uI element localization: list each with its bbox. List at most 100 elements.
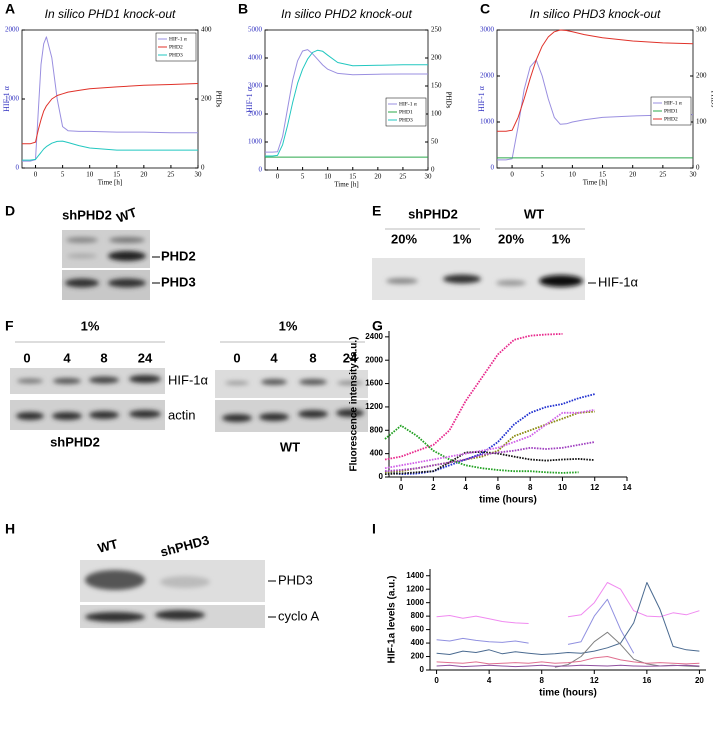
data-line xyxy=(384,441,595,473)
data-line xyxy=(384,333,563,461)
lane-label: 4 xyxy=(63,350,71,365)
group-label: shPHD2 xyxy=(408,206,458,221)
x-tick-label: 0 xyxy=(276,173,280,181)
y-tick-label: 0 xyxy=(379,472,384,481)
y-tick-label: 800 xyxy=(370,425,384,434)
data-line xyxy=(436,656,700,665)
y-axis-label: HIF-1 α xyxy=(245,86,254,113)
y-tick-label: 1000 xyxy=(406,598,424,607)
blot xyxy=(10,368,165,430)
y-tick-label: 1200 xyxy=(406,584,424,593)
lane-label: 20% xyxy=(498,231,524,246)
data-line xyxy=(384,424,579,474)
y2-tick-label: 250 xyxy=(431,26,442,34)
y2-tick-label: 300 xyxy=(696,26,707,34)
x-tick-label: 15 xyxy=(599,171,607,179)
lane-label: 1% xyxy=(552,231,571,246)
y2-tick-label: 150 xyxy=(431,82,442,90)
y2-tick-label: 0 xyxy=(201,164,205,172)
panel-letter: G xyxy=(372,318,383,334)
blot xyxy=(215,370,368,432)
x-tick-label: 25 xyxy=(399,173,407,181)
y-tick-label: 1000 xyxy=(480,118,495,126)
panel-letter: I xyxy=(372,521,376,537)
x-tick-label: 8 xyxy=(539,676,544,685)
lane-label: shPHD2 xyxy=(62,207,112,222)
x-tick-label: 12 xyxy=(590,483,599,492)
x-tick-label: 14 xyxy=(623,483,632,492)
legend-label: PHD2 xyxy=(664,116,678,122)
x-tick-label: 10 xyxy=(324,173,332,181)
x-tick-label: 12 xyxy=(590,676,599,685)
y-tick-label: 2000 xyxy=(5,26,20,34)
x-tick-label: 5 xyxy=(540,171,544,179)
y-tick-label: 1600 xyxy=(365,379,383,388)
data-line xyxy=(497,59,694,161)
legend-label: HIF-1 α xyxy=(664,100,682,106)
y2-axis-label: PHDs xyxy=(444,92,452,109)
x-axis-label: Time [h] xyxy=(98,179,122,187)
data-line xyxy=(22,83,199,145)
y2-tick-label: 100 xyxy=(696,118,707,126)
y-tick-label: 3000 xyxy=(480,26,495,34)
y-tick-label: 2400 xyxy=(365,332,383,341)
lane-label: 24 xyxy=(138,350,153,365)
legend-label: PHD1 xyxy=(664,108,678,114)
legend-label: HIF-1 α xyxy=(399,101,417,107)
y2-axis-label: PHDs xyxy=(709,91,713,108)
y-tick-label: 200 xyxy=(411,652,425,661)
x-tick-label: 20 xyxy=(140,171,148,179)
data-line xyxy=(22,140,198,161)
x-tick-label: 30 xyxy=(690,171,698,179)
lane-label: 1% xyxy=(453,231,472,246)
cell-line: shPHD2 xyxy=(50,434,100,449)
x-tick-label: 4 xyxy=(463,483,468,492)
y-axis-label: HIF-1a levels (a.u.) xyxy=(387,576,398,664)
y-tick-label: 1400 xyxy=(406,571,424,580)
y-tick-label: 800 xyxy=(411,611,425,620)
data-line xyxy=(265,49,428,157)
chart-title: In silico PHD2 knock-out xyxy=(281,7,412,21)
x-tick-label: 5 xyxy=(301,173,305,181)
data-line xyxy=(436,598,635,654)
x-tick-label: 10 xyxy=(86,171,94,179)
y-tick-label: 3000 xyxy=(248,82,263,90)
x-tick-label: 0 xyxy=(34,171,38,179)
x-axis-label: time (hours) xyxy=(479,495,537,506)
cell-line: WT xyxy=(280,439,300,454)
y-tick-label: 2000 xyxy=(365,355,383,364)
x-tick-label: 15 xyxy=(349,173,357,181)
y-axis-label: Fluorescence intensity (a.u.) xyxy=(349,336,360,471)
lane-label: 8 xyxy=(100,350,107,365)
x-tick-label: 0 xyxy=(510,171,514,179)
legend-label: PHD3 xyxy=(169,52,183,58)
x-tick-label: 0 xyxy=(399,483,404,492)
data-line xyxy=(436,582,700,655)
group-label: WT xyxy=(524,206,544,221)
x-tick-label: 30 xyxy=(195,171,203,179)
blot xyxy=(80,560,265,628)
x-tick-label: 0 xyxy=(434,676,439,685)
x-axis-label: Time [h] xyxy=(334,181,358,189)
band-label: HIF-1α xyxy=(168,372,209,387)
y2-tick-label: 400 xyxy=(201,26,212,34)
x-tick-label: 20 xyxy=(374,173,382,181)
y-tick-label: 2000 xyxy=(480,72,495,80)
plot-frame xyxy=(264,29,429,171)
x-tick-label: 10 xyxy=(569,171,577,179)
legend-label: PHD2 xyxy=(169,44,183,50)
data-line xyxy=(384,393,595,475)
band-label: PHD3 xyxy=(278,572,313,587)
condition-label: 1% xyxy=(279,318,298,333)
band-label: cyclo A xyxy=(278,608,320,623)
y2-tick-label: 100 xyxy=(431,110,442,118)
y-tick-label: 1000 xyxy=(248,138,263,146)
y2-tick-label: 0 xyxy=(696,164,700,172)
y2-tick-label: 200 xyxy=(696,72,707,80)
x-tick-label: 8 xyxy=(528,483,533,492)
x-tick-label: 5 xyxy=(61,171,65,179)
y2-tick-label: 200 xyxy=(431,54,442,62)
lane-label: 8 xyxy=(309,350,316,365)
